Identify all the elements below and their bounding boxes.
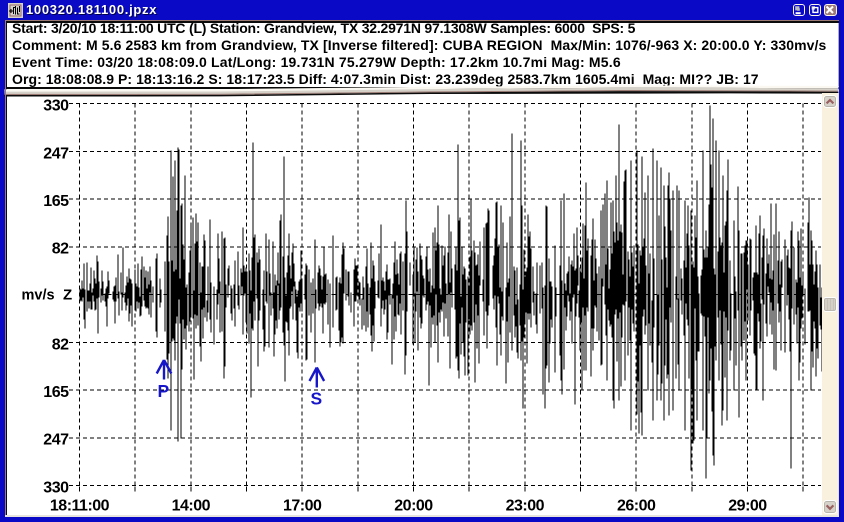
- svg-text:17:00: 17:00: [282, 497, 321, 514]
- svg-text:P: P: [157, 381, 169, 401]
- svg-text:26:00: 26:00: [616, 497, 655, 514]
- svg-text:82: 82: [51, 336, 68, 353]
- svg-text:S: S: [310, 388, 322, 408]
- svg-text:330: 330: [43, 479, 69, 496]
- svg-text:14:00: 14:00: [171, 497, 210, 514]
- svg-text:20:00: 20:00: [394, 497, 433, 514]
- svg-text:247: 247: [43, 145, 69, 162]
- svg-text:18:11:00: 18:11:00: [49, 497, 109, 514]
- svg-text:23:00: 23:00: [505, 497, 544, 514]
- svg-text:247: 247: [43, 431, 69, 448]
- svg-text:29:00: 29:00: [728, 497, 767, 514]
- svg-text:mv/s: mv/s: [21, 287, 54, 303]
- svg-text:82: 82: [51, 240, 68, 257]
- svg-text:Z: Z: [63, 286, 72, 303]
- svg-text:165: 165: [43, 384, 69, 401]
- svg-text:330: 330: [43, 97, 69, 114]
- svg-text:165: 165: [43, 193, 69, 210]
